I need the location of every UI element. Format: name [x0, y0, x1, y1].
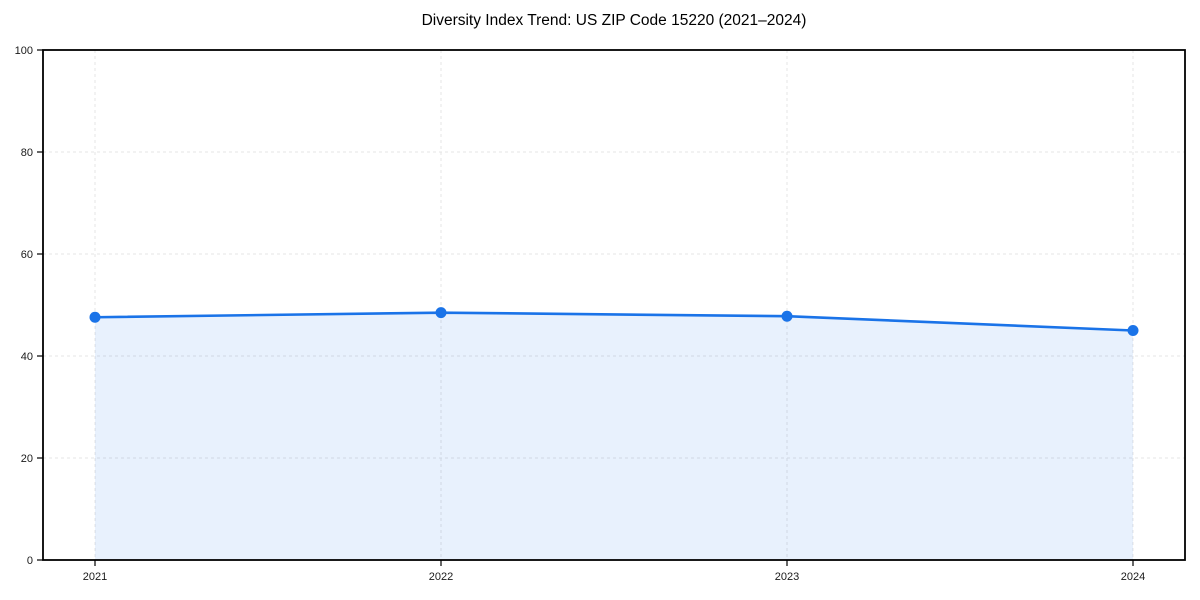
area-fill [95, 312, 1133, 560]
trend-line [93, 311, 1135, 332]
data-point-2024 [1127, 325, 1139, 336]
data-point-2021 [89, 311, 101, 323]
plot-frame [42, 49, 1186, 561]
x-tick-label: 2024 [1121, 571, 1145, 583]
y-tick-label: 20 [21, 453, 33, 465]
y-tick-label: 0 [27, 555, 33, 567]
chart-title: Diversity Index Trend: US ZIP Code 15220… [421, 12, 807, 29]
x-tick-label: 2023 [775, 571, 799, 583]
x-tick-label: 2021 [83, 571, 107, 583]
data-point-2022 [435, 307, 447, 319]
data-point-2023 [781, 310, 793, 322]
y-tick-label: 60 [21, 249, 33, 261]
y-tick-label: 100 [15, 45, 33, 57]
y-tick-label: 80 [21, 147, 33, 159]
y-tick-label: 40 [21, 351, 33, 363]
x-tick-label: 2022 [429, 571, 453, 583]
